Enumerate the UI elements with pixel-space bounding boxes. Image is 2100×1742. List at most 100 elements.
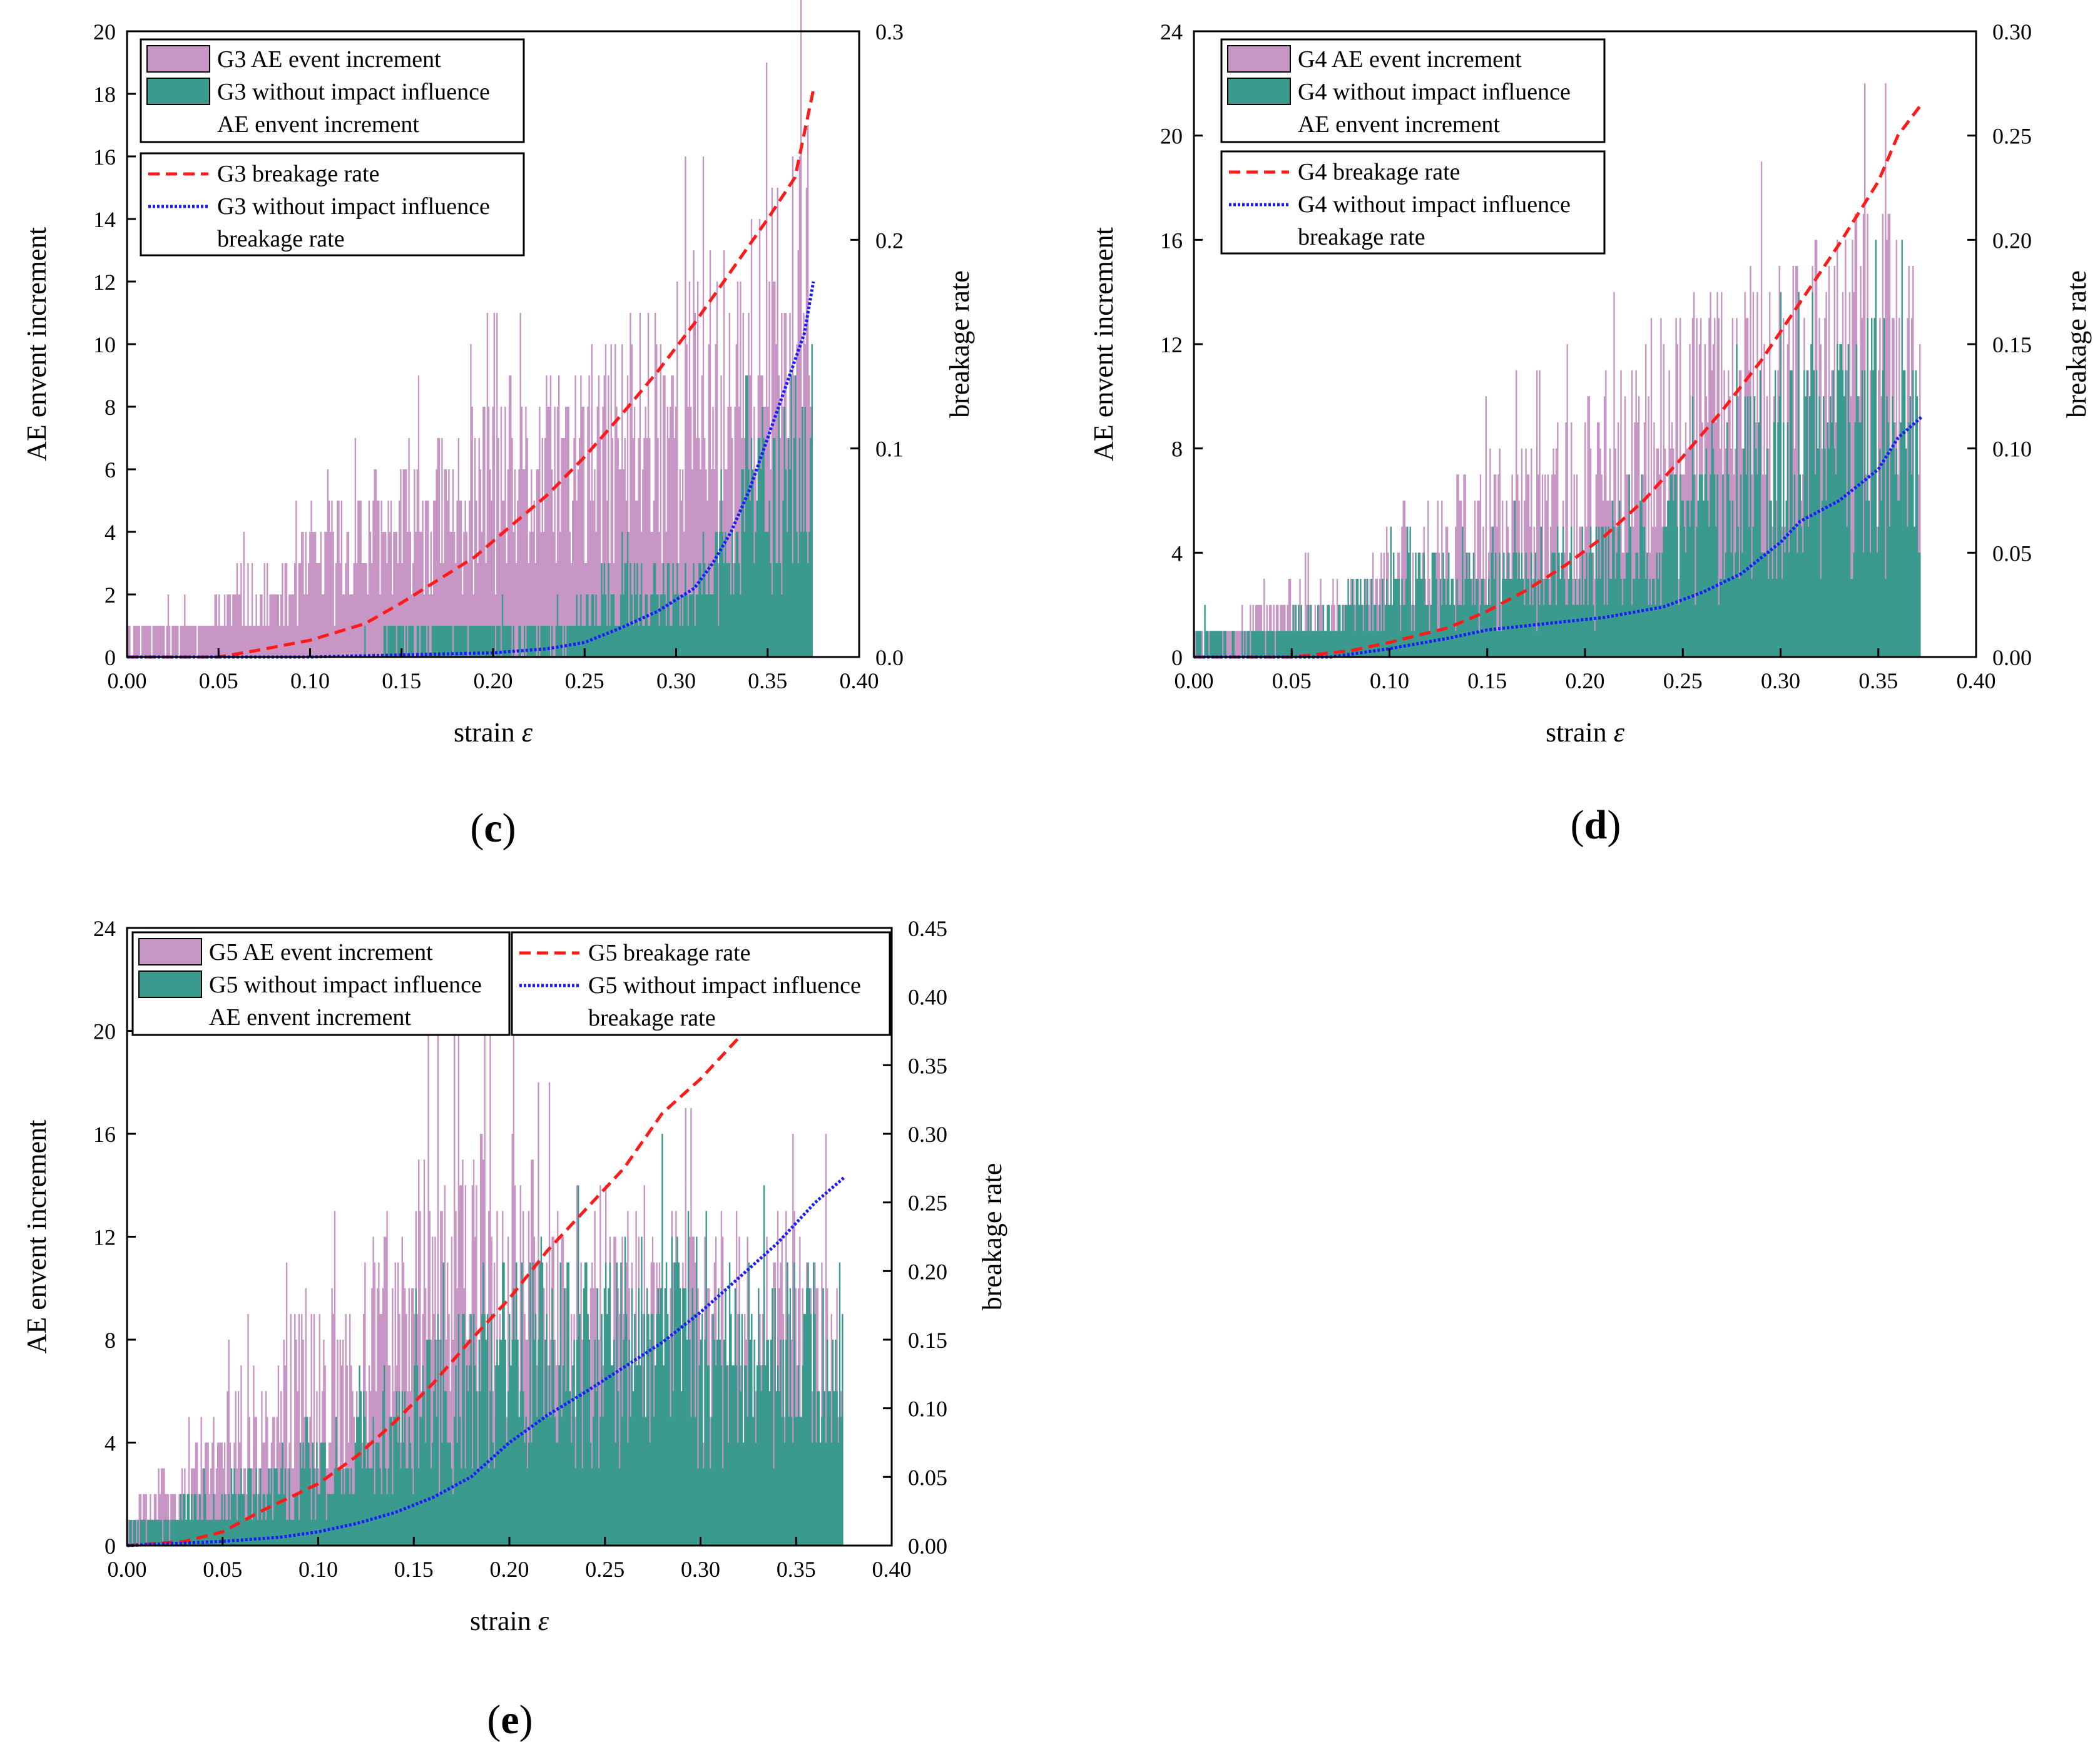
without-impact-breakage-line [1194, 415, 1923, 659]
y2-axis-label: breakage rate [2061, 270, 2092, 418]
x-tick-label: 0.00 [1175, 668, 1214, 693]
y-tick-label: 8 [104, 1328, 116, 1353]
panel-label-open: ( [1571, 802, 1584, 848]
legend-swatch-without [146, 78, 210, 105]
y2-tick-label: 0.15 [908, 1328, 947, 1353]
legend-lines-box [140, 152, 525, 257]
y-tick-label: 20 [93, 1019, 116, 1044]
x-tick-label: 0.20 [474, 668, 513, 693]
x-tick-label: 0.10 [290, 668, 330, 693]
legend-lines-label: G3 without impact influence [217, 193, 490, 220]
y-tick-label: 0 [104, 645, 116, 670]
y-tick-label: 12 [93, 270, 116, 295]
y2-axis-label: breakage rate [977, 1163, 1007, 1311]
y-tick-label: 24 [1160, 19, 1183, 44]
x-tick-label: 0.25 [565, 668, 604, 693]
x-tick-label: 0.10 [1370, 668, 1409, 693]
x-tick-label: 0.05 [203, 1557, 242, 1582]
y-tick-label: 4 [104, 1431, 116, 1456]
legend-lines-label: G5 without impact influence [588, 972, 861, 999]
panel-label-letter: d [1584, 802, 1608, 848]
y-tick-label: 18 [93, 82, 116, 107]
y2-tick-label: 0.1 [875, 437, 904, 462]
y2-tick-label: 0.00 [908, 1534, 947, 1559]
y-tick-label: 20 [93, 19, 116, 44]
y-tick-label: 4 [1171, 541, 1183, 566]
panel-label-close: ) [519, 1697, 533, 1742]
legend-bars: G3 AE event increment G3 without impact i… [140, 38, 525, 143]
legend-bars-label: G4 AE event increment [1298, 46, 1522, 73]
legend-bars-label: AE envent increment [209, 1004, 411, 1031]
y-tick-label: 8 [1171, 437, 1183, 462]
y2-tick-label: 0.20 [908, 1259, 947, 1284]
without-impact-breakage-line [127, 281, 815, 659]
x-tick-label: 0.20 [1566, 668, 1605, 693]
panel-label-open: ( [487, 1697, 501, 1742]
panel-label-letter: c [484, 805, 502, 851]
x-tick-label: 0.15 [394, 1557, 434, 1582]
legend-lines: G3 breakage rate G3 without impact influe… [140, 152, 525, 257]
y-tick-label: 4 [104, 520, 116, 545]
panel-label: (e) [487, 1697, 533, 1742]
legend-bars-label: G4 without impact influence [1298, 79, 1571, 105]
x-axis-symbol: ε [522, 717, 533, 748]
x-tick-label: 0.25 [1663, 668, 1703, 693]
legend-lines-label: G3 breakage rate [217, 161, 380, 187]
x-tick-label: 0.30 [681, 1557, 720, 1582]
legend-lines-label: breakage rate [217, 226, 345, 252]
breakage-rate-line [126, 947, 845, 1547]
x-tick-label: 0.30 [656, 668, 696, 693]
y-tick-label: 0 [1171, 645, 1183, 670]
x-tick-label: 0.35 [777, 1557, 816, 1582]
y-tick-label: 12 [93, 1225, 116, 1250]
panel-label: (c) [470, 805, 516, 851]
without-impact-breakage-line [126, 1176, 845, 1547]
y-tick-label: 16 [93, 145, 116, 170]
breakage-rate-line [127, 89, 815, 659]
y-tick-label: 16 [1160, 228, 1183, 253]
y2-tick-label: 0.10 [908, 1397, 947, 1422]
y2-tick-label: 0.20 [1992, 228, 2032, 253]
chart-panel-d: 0.00 0.05 0.10 0.15 0.20 0.25 0.30 0.35 0.40 0 4 8 1… [1088, 19, 2092, 848]
legend-swatch-without [138, 970, 202, 998]
legend-bars-label: AE envent increment [217, 111, 419, 138]
legend-lines-label: breakage rate [588, 1005, 716, 1031]
legend-lines-label: G4 without impact influence [1298, 191, 1571, 218]
y-tick-label: 16 [93, 1122, 116, 1147]
legend-lines: G5 breakage rate G5 without impact influe… [511, 931, 891, 1036]
y-tick-label: 6 [104, 457, 116, 482]
legend-lines-box [511, 931, 891, 1036]
x-tick-label: 0.15 [1467, 668, 1507, 693]
x-axis-symbol: ε [538, 1606, 549, 1636]
y-tick-label: 10 [93, 332, 116, 357]
y2-tick-label: 0.00 [1992, 645, 2032, 670]
legend-lines-label: G4 breakage rate [1298, 159, 1460, 185]
y2-tick-label: 0.3 [875, 19, 904, 44]
y2-tick-label: 0.10 [1992, 437, 2032, 462]
legend-lines-label: breakage rate [1298, 224, 1425, 250]
legend-lines-box [1220, 150, 1606, 255]
panel-label-close: ) [1607, 802, 1621, 848]
legend-bars-label: G5 without impact influence [209, 972, 482, 998]
y2-tick-label: 0.0 [875, 645, 904, 670]
x-axis-symbol: ε [1614, 717, 1625, 748]
x-tick-label: 0.05 [199, 668, 238, 693]
legend-bars-label: AE envent increment [1298, 111, 1500, 138]
y-tick-label: 2 [104, 583, 116, 608]
panel-label-open: ( [470, 805, 484, 851]
y2-tick-label: 0.2 [875, 228, 904, 253]
legend-swatch-without [1227, 78, 1291, 105]
y2-tick-label: 0.30 [1992, 19, 2032, 44]
y-axis-label: AE envent increment [21, 1120, 52, 1354]
y2-tick-label: 0.40 [908, 985, 947, 1010]
x-tick-label: 0.35 [748, 668, 787, 693]
panel-label-letter: e [501, 1697, 519, 1742]
y-axis-label: AE envent increment [21, 227, 52, 461]
chart-panel-e: 0.00 0.05 0.10 0.15 0.20 0.25 0.30 0.35 0.40 0 4 8 1… [21, 916, 1007, 1742]
legend-bars-label: G3 AE event increment [217, 46, 441, 73]
y2-tick-label: 0.25 [1992, 124, 2032, 149]
y-tick-label: 8 [104, 395, 116, 420]
y2-axis-label: breakage rate [944, 270, 975, 418]
y2-tick-label: 0.45 [908, 916, 947, 941]
